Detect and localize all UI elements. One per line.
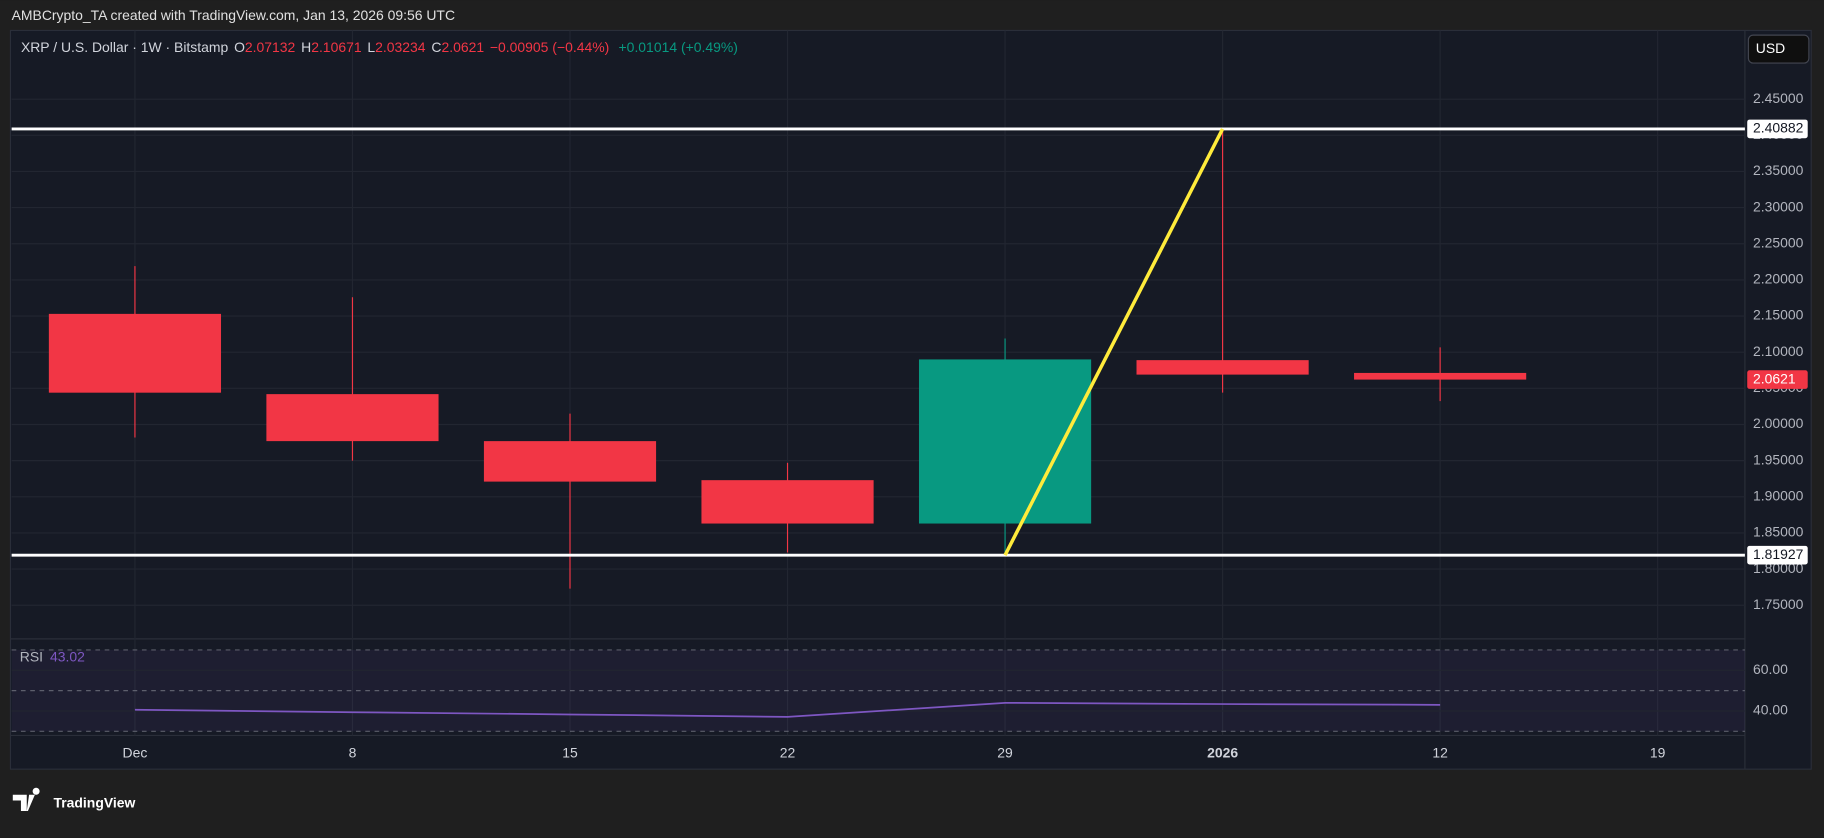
grid [11,30,1745,736]
symbol-title: XRP / U.S. Dollar · 1W · Bitstamp [21,39,229,55]
candle-body [266,394,439,442]
candle-body [701,480,874,524]
x-tick-label: 19 [1650,745,1666,761]
currency-label[interactable]: USD [1756,40,1785,56]
y-tick-label: 2.10000 [1753,343,1804,359]
logo: TradingView [12,787,136,812]
currency-button[interactable] [1747,34,1810,64]
ohlc-value: 2.07132 [245,39,296,55]
last-price-box [1747,370,1808,389]
candle-body [1136,360,1309,375]
ohlc-label: L [367,39,375,55]
y-tick-label: 2.00000 [1753,415,1804,431]
y-tick-label: 1.85000 [1753,524,1804,540]
ohlc-value: 2.0621 [441,39,484,55]
candle-body [918,359,1092,524]
logo-text: TradingView [54,795,136,811]
ohlc-label: O [234,39,245,55]
y-tick-label: 2.20000 [1753,271,1804,287]
y-tick-label: 60.00 [1753,661,1788,677]
last-price-label: 2.0621 [1753,370,1796,386]
rsi-legend: RSI 43.02 [20,648,85,664]
marks [11,127,1745,718]
rsi-line [134,701,1441,718]
y-tick-label: 1.75000 [1753,596,1804,612]
x-tick-label: 2026 [1207,745,1238,761]
x-tick-label: 22 [780,745,796,761]
x-tick-label: 8 [349,745,357,761]
ohlc-value: 2.03234 [375,39,426,55]
attribution: AMBCrypto_TA created with TradingView.co… [12,7,455,23]
ohlc-label: C [431,39,441,55]
ohlc-label: H [301,39,311,55]
y-tick-label: 2.35000 [1753,162,1804,178]
y-tick-label: 2.45000 [1753,90,1804,106]
x-tick-label: Dec [123,745,148,761]
candle-body [1354,372,1527,380]
x-tick-label: 29 [997,745,1013,761]
price-label: 1.81927 [1753,546,1804,562]
candle-body [48,313,222,393]
price-label-box [1747,119,1808,139]
trend-line [1003,128,1225,556]
logo-icon [12,787,40,812]
y-tick-label: 2.30000 [1753,198,1804,214]
rsi-name: RSI [20,648,43,664]
legend-line: XRP / U.S. Dollar · 1W · Bitstamp O2.0713… [21,39,738,55]
candle-body [483,441,657,482]
y-tick-label: 2.15000 [1753,307,1804,323]
rsi-pane [11,640,1745,736]
price-label-box [1747,545,1808,565]
price-label: 2.40882 [1753,120,1804,136]
change-extended: +0.01014 (+0.49%) [619,39,738,55]
y-tick-label: 2.25000 [1753,234,1804,250]
rsi-value: 43.02 [50,648,85,664]
x-tick-label: 15 [562,745,578,761]
y-tick-label: 40.00 [1753,702,1788,718]
y-tick-label: 1.95000 [1753,451,1804,467]
change: −0.00905 (−0.44%) [490,39,609,55]
x-tick-label: 12 [1432,745,1448,761]
y-tick-label: 1.90000 [1753,487,1804,503]
ohlc-value: 2.10671 [311,39,362,55]
